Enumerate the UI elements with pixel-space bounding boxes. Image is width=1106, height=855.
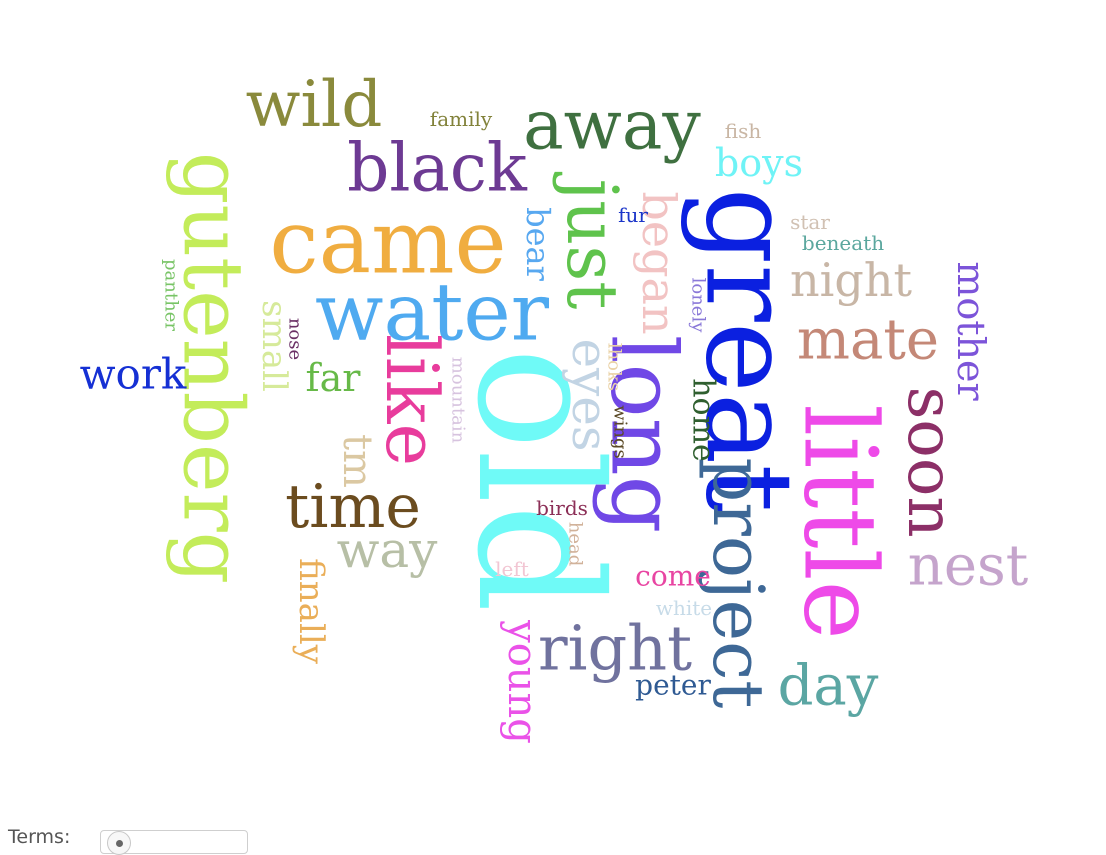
word-water[interactable]: water [315, 266, 550, 359]
word-finally[interactable]: finally [291, 558, 331, 665]
word-fish[interactable]: fish [725, 119, 762, 143]
word-nest[interactable]: nest [908, 534, 1029, 599]
word-mountain[interactable]: mountain [448, 357, 469, 444]
terms-slider[interactable] [100, 830, 248, 855]
terms-label: Terms: [8, 826, 71, 848]
word-like[interactable]: like [370, 334, 454, 466]
word-black[interactable]: black [347, 130, 528, 207]
word-time[interactable]: time [285, 472, 421, 542]
word-just[interactable]: just [551, 172, 633, 310]
word-mate[interactable]: mate [797, 308, 939, 373]
terms-control: Terms: [8, 826, 408, 855]
word-came[interactable]: came [269, 191, 506, 294]
word-come[interactable]: come [635, 560, 711, 593]
word-right[interactable]: right [538, 612, 692, 685]
word-little[interactable]: little [782, 404, 899, 640]
word-work[interactable]: work [80, 350, 187, 399]
word-long[interactable]: long [591, 335, 696, 534]
word-white[interactable]: white [656, 596, 712, 620]
word-boys[interactable]: boys [715, 141, 803, 185]
word-tm[interactable]: tm [334, 434, 380, 488]
word-lonely[interactable]: lonely [688, 278, 709, 334]
word-home[interactable]: home [686, 378, 721, 462]
word-away[interactable]: away [523, 87, 701, 166]
word-wings[interactable]: wings [610, 405, 631, 459]
word-old[interactable]: old [439, 347, 637, 613]
word-lhoks[interactable]: lhoks [604, 343, 625, 391]
terms-slider-handle[interactable] [107, 831, 131, 855]
word-star[interactable]: star [790, 210, 830, 234]
word-gutenberg[interactable]: gutenberg [165, 152, 260, 584]
word-great[interactable]: great [679, 188, 818, 513]
word-peter[interactable]: peter [635, 669, 711, 702]
word-small[interactable]: small [254, 300, 294, 392]
word-far[interactable]: far [306, 356, 362, 400]
word-left[interactable]: left [495, 557, 529, 581]
word-eyes[interactable]: eyes [561, 338, 619, 451]
word-mother[interactable]: mother [949, 261, 993, 401]
word-nose[interactable]: nose [285, 318, 306, 360]
word-night[interactable]: night [790, 253, 912, 307]
word-project[interactable]: project [697, 458, 779, 709]
word-day[interactable]: day [778, 654, 879, 719]
word-wild[interactable]: wild [246, 68, 383, 142]
word-young[interactable]: young [499, 619, 545, 744]
word-head[interactable]: head [565, 522, 586, 567]
word-soon[interactable]: soon [893, 386, 967, 537]
word-birds[interactable]: birds [536, 496, 588, 520]
word-way[interactable]: way [337, 521, 439, 579]
word-family[interactable]: family [430, 107, 493, 131]
word-beneath[interactable]: beneath [802, 231, 884, 255]
word-panther[interactable]: panther [161, 259, 182, 331]
word-fur[interactable]: fur [618, 203, 648, 227]
word-began[interactable]: began [632, 191, 686, 334]
word-bear[interactable]: bear [519, 207, 557, 282]
